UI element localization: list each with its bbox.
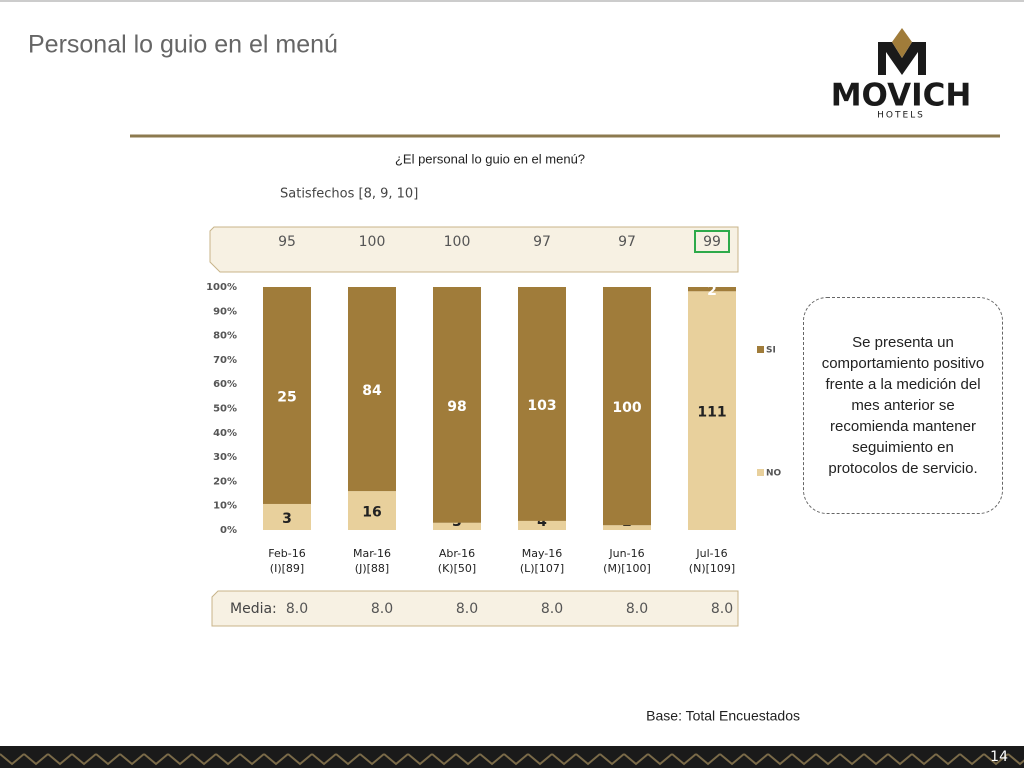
y-tick-label: 40% (213, 428, 237, 439)
data-label: 111 (697, 405, 726, 421)
bar-segment (603, 525, 651, 530)
footer-band (0, 746, 1024, 768)
base-note: Base: Total Encuestados (646, 708, 800, 724)
data-label: 103 (527, 398, 556, 414)
satisfied-value: 95 (278, 234, 296, 250)
logo-text: MOVICH (831, 78, 972, 114)
note-box: Se presenta un comportamiento positivo f… (803, 297, 1003, 514)
data-label: 16 (362, 505, 381, 521)
satisfied-value: 97 (618, 234, 636, 250)
legend-swatch (757, 469, 764, 476)
x-tick-sublabel: (K)[50] (438, 562, 476, 575)
y-tick-label: 30% (213, 452, 237, 463)
slide-title: Personal lo guio en el menú (28, 31, 338, 59)
bar-segment (348, 287, 396, 492)
chart-title: ¿El personal lo guio en el menú? (395, 151, 585, 166)
y-tick-label: 50% (213, 404, 237, 415)
x-tick-label: Jun-16 (608, 547, 644, 560)
page-number: 14 (990, 749, 1008, 765)
x-tick-sublabel: (I)[89] (270, 562, 304, 575)
media-value: 8.0 (371, 601, 393, 617)
media-value: 8.0 (541, 601, 563, 617)
x-tick-label: Jul-16 (695, 547, 727, 560)
x-tick-sublabel: (N)[109] (689, 562, 735, 575)
y-tick-label: 90% (213, 306, 237, 317)
legend-label: SI (766, 346, 776, 356)
y-tick-label: 100% (206, 282, 237, 293)
satisfied-box (209, 226, 739, 273)
satisfied-value: 100 (359, 234, 386, 250)
data-label: 3 (282, 511, 292, 527)
bar-segment (263, 287, 311, 504)
legend-label: NO (766, 469, 782, 479)
data-label: 100 (612, 400, 641, 416)
data-label: 2 (707, 283, 717, 299)
y-tick-label: 0% (220, 525, 237, 536)
y-tick-label: 20% (213, 476, 237, 487)
data-label: 98 (447, 399, 466, 415)
x-tick-sublabel: (M)[100] (603, 562, 651, 575)
bar-segment (263, 503, 311, 530)
satisfied-value: 100 (444, 234, 471, 250)
logo-sub: HOTELS (877, 111, 925, 121)
x-tick-label: May-16 (522, 547, 563, 560)
y-tick-label: 10% (213, 501, 237, 512)
bar-segment (688, 287, 736, 292)
media-value: 8.0 (626, 601, 648, 617)
bar-segment (348, 491, 396, 530)
y-tick-label: 70% (213, 355, 237, 366)
x-tick-label: Mar-16 (353, 547, 391, 560)
media-box (211, 590, 739, 627)
legend-swatch (757, 346, 764, 353)
media-value: 8.0 (286, 601, 308, 617)
bar-segment (603, 287, 651, 526)
satisfied-value: 97 (533, 234, 551, 250)
y-tick-label: 60% (213, 379, 237, 390)
media-value: 8.0 (456, 601, 478, 617)
x-tick-label: Abr-16 (439, 547, 475, 560)
media-label: Media: (230, 601, 277, 617)
x-tick-label: Feb-16 (268, 547, 305, 560)
x-tick-sublabel: (J)[88] (355, 562, 389, 575)
bar-segment (433, 287, 481, 523)
bar-segment (518, 287, 566, 521)
bar-segment (433, 522, 481, 530)
x-tick-sublabel: (L)[107] (520, 562, 564, 575)
logo: MOVICH HOTELS (831, 28, 972, 121)
data-label: 25 (277, 389, 296, 405)
satisfied-value: 99 (703, 234, 721, 250)
bar-segment (688, 291, 736, 530)
data-label: 4 (537, 514, 547, 530)
data-label: 84 (362, 383, 382, 399)
bar-segment (518, 520, 566, 530)
highlight-box (694, 230, 730, 253)
media-value: 8.0 (711, 601, 733, 617)
y-tick-label: 80% (213, 331, 237, 342)
satisfied-label: Satisfechos [8, 9, 10] (280, 187, 418, 202)
